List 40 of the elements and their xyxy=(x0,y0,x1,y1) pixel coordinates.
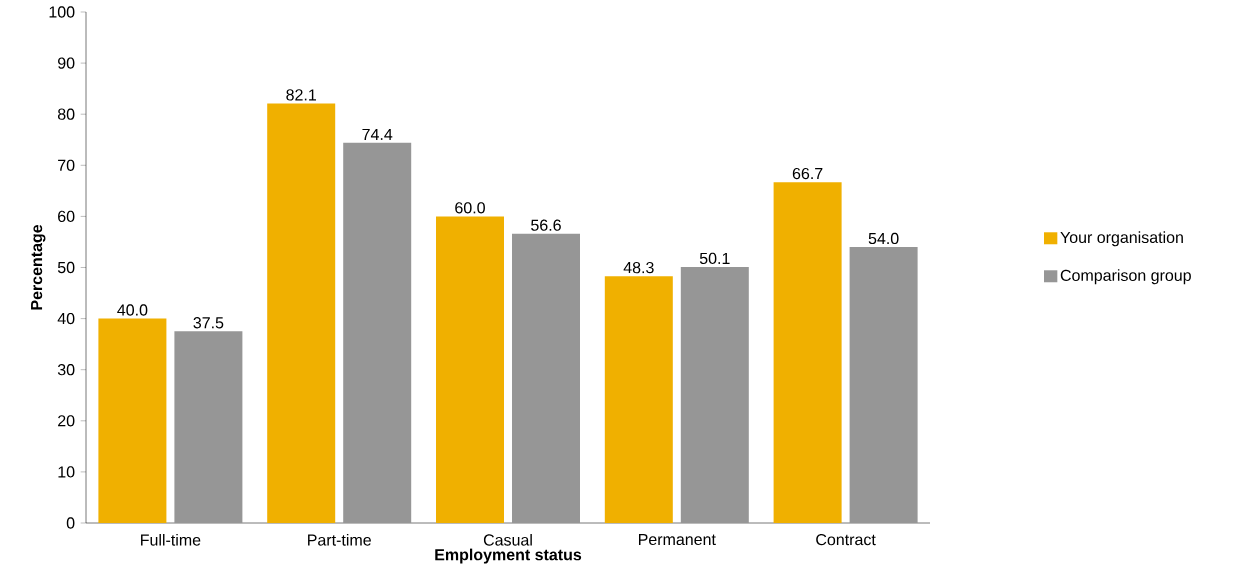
bar xyxy=(174,331,243,523)
y-tick-label: 80 xyxy=(57,108,75,120)
data-label: 54.0 xyxy=(868,232,899,245)
legend-label: Comparison group xyxy=(1060,269,1191,285)
y-tick-label: 100 xyxy=(49,6,75,18)
x-tick-label: Contract xyxy=(816,533,876,546)
bar xyxy=(849,247,918,523)
data-label: 82.1 xyxy=(286,89,316,101)
data-label: 40.0 xyxy=(117,304,148,316)
bar xyxy=(267,103,336,523)
x-tick-label: Full-time xyxy=(141,533,201,546)
y-tick-label: 0 xyxy=(66,517,75,529)
y-tick-label: 40 xyxy=(57,312,75,325)
bar xyxy=(98,318,167,523)
data-label: 37.5 xyxy=(193,317,224,329)
y-axis-title: Percentage xyxy=(31,224,46,310)
y-tick-label: 30 xyxy=(57,364,75,376)
x-axis-title: Employment status xyxy=(435,548,582,564)
legend-label: Your organisation xyxy=(1060,231,1183,247)
x-tick-label: Permanent xyxy=(638,533,716,546)
data-label: 66.7 xyxy=(792,167,823,180)
data-label: 48.3 xyxy=(623,261,654,274)
x-tick-label: Part-time xyxy=(308,533,371,546)
bar xyxy=(512,233,581,523)
y-tick-label: 50 xyxy=(57,261,75,274)
y-tick-label: 90 xyxy=(58,57,75,69)
y-tick-label: 60 xyxy=(58,210,75,223)
bar xyxy=(343,142,412,523)
bar xyxy=(604,276,673,523)
data-label: 74.4 xyxy=(362,128,393,140)
y-tick-label: 20 xyxy=(58,415,75,427)
y-tick-label: 10 xyxy=(58,466,75,478)
bar xyxy=(436,216,504,523)
bar xyxy=(773,182,842,523)
y-tick-label: 70 xyxy=(58,159,75,171)
data-label: 56.6 xyxy=(531,219,561,231)
bar xyxy=(680,266,749,523)
data-label: 60.0 xyxy=(455,202,485,214)
x-tick-label: Casual xyxy=(483,533,532,546)
data-label: 50.1 xyxy=(699,252,730,265)
